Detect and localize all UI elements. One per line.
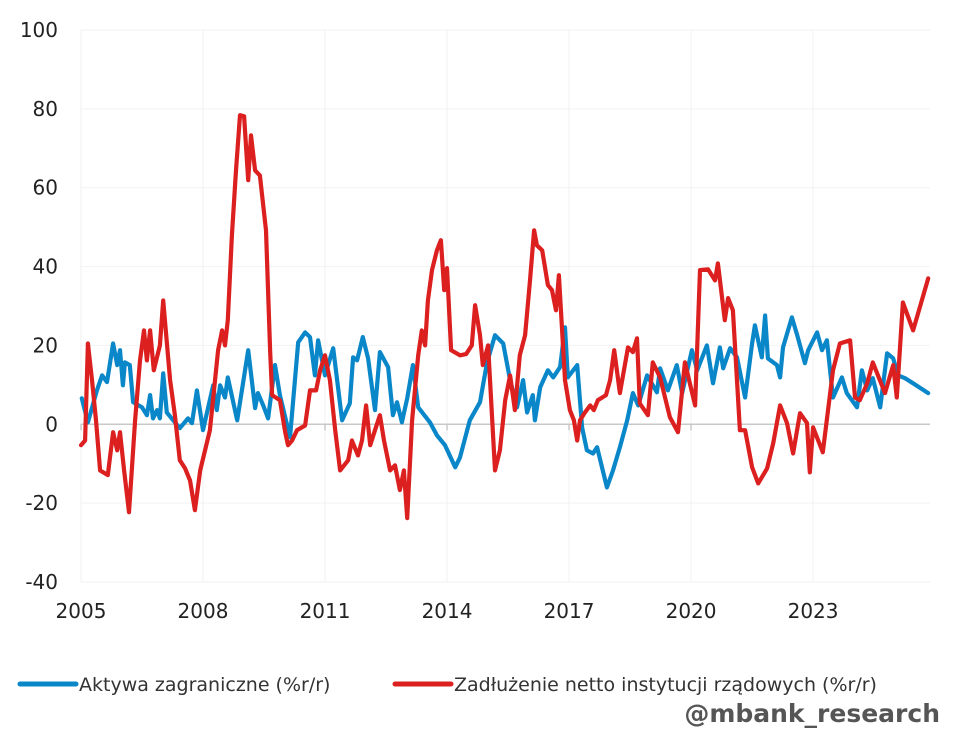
y-tick-label: -20 (25, 491, 58, 515)
legend: Aktywa zagraniczne (%r/r) Zadłużenie nett… (17, 674, 877, 696)
x-tick-label: 2017 (544, 599, 595, 623)
y-axis-ticks: 100 80 60 40 20 0 -20 -40 (20, 18, 58, 594)
x-tick-label: 2014 (422, 599, 473, 623)
legend-label: Zadłużenie netto instytucji rządowych (%… (454, 674, 877, 696)
x-tick-label: 2023 (788, 599, 839, 623)
legend-label: Aktywa zagraniczne (%r/r) (79, 674, 330, 696)
x-axis-ticks: 2005 2008 2011 2014 2017 2020 2023 (56, 599, 839, 623)
gridlines (80, 29, 930, 583)
series-line-zadluzenie (78, 113, 931, 521)
x-tick-label: 2011 (300, 599, 351, 623)
y-tick-label: 60 (33, 176, 58, 200)
x-tick-label: 2005 (56, 599, 107, 623)
x-tick-label: 2008 (178, 599, 229, 623)
y-tick-label: 40 (33, 255, 58, 279)
watermark: @mbank_research (684, 699, 940, 728)
y-tick-label: 20 (33, 333, 58, 357)
y-tick-label: -40 (25, 570, 58, 594)
y-tick-label: 80 (33, 97, 58, 121)
y-tick-label: 100 (20, 18, 58, 42)
series-lines (78, 113, 931, 521)
y-tick-label: 0 (45, 412, 58, 436)
x-tick-label: 2020 (666, 599, 717, 623)
series-line-aktywa (79, 313, 931, 490)
